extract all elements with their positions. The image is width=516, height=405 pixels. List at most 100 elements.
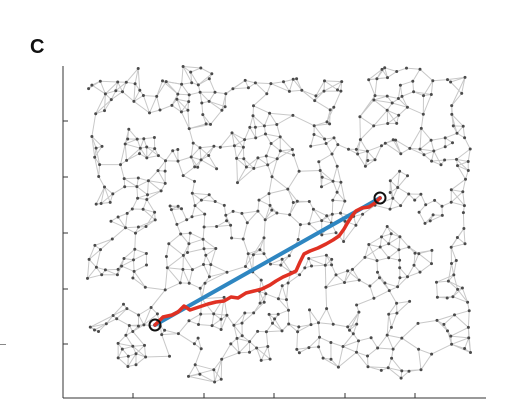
network-edge: [386, 110, 398, 124]
network-edge: [125, 226, 139, 229]
network-edge: [219, 132, 233, 148]
network-edge: [401, 96, 408, 108]
network-node: [335, 190, 339, 194]
network-edge: [138, 219, 156, 228]
network-node: [395, 70, 399, 73]
network-edge: [143, 324, 161, 327]
network-edge: [373, 95, 388, 101]
network-node: [245, 221, 249, 225]
network-edge: [451, 114, 458, 134]
network-edge: [144, 345, 147, 358]
network-node: [332, 105, 336, 109]
network-edge: [389, 180, 399, 188]
network-node: [153, 147, 157, 151]
network-edge: [183, 66, 201, 69]
network-node: [431, 213, 435, 217]
network-edge: [388, 290, 398, 304]
network-edge: [456, 159, 469, 171]
network-edge: [116, 265, 123, 276]
network-edge: [188, 282, 201, 289]
network-node: [258, 248, 262, 252]
network-node: [94, 146, 98, 150]
network-edge: [310, 143, 327, 147]
network-node: [406, 174, 409, 178]
network-edge: [202, 226, 205, 240]
network-node: [285, 298, 288, 302]
network-edge: [465, 170, 469, 180]
network-edge: [422, 94, 432, 115]
network-edge: [190, 143, 194, 158]
network-node: [463, 136, 467, 140]
network-edge: [271, 176, 289, 190]
network-edge: [264, 205, 271, 220]
network-node: [270, 175, 274, 179]
network-node: [231, 87, 235, 91]
network-edge: [318, 322, 334, 325]
network-node: [276, 297, 280, 301]
network-node: [126, 365, 130, 368]
network-node: [435, 280, 438, 284]
network-node: [450, 262, 453, 265]
network-edge: [409, 147, 425, 156]
network-edge: [187, 248, 205, 253]
network-edge: [256, 347, 262, 361]
network-edge: [126, 147, 141, 161]
network-node: [298, 273, 302, 277]
network-edge: [99, 81, 106, 95]
network-node: [187, 281, 191, 285]
network-edge: [269, 205, 278, 214]
network-node: [455, 131, 459, 135]
network-edge: [352, 257, 366, 270]
network-edge: [216, 224, 231, 227]
network-edge: [419, 68, 434, 82]
network-edge: [312, 208, 323, 221]
network-edge: [376, 77, 388, 80]
network-edge: [313, 125, 325, 140]
network-edge: [199, 373, 215, 383]
network-node: [268, 203, 272, 207]
network-node: [390, 101, 394, 105]
network-node: [398, 258, 402, 262]
network-edge: [454, 314, 469, 328]
network-edge: [369, 277, 380, 287]
network-node: [203, 281, 207, 285]
network-edge: [91, 136, 103, 147]
network-node: [407, 192, 411, 196]
network-node: [408, 146, 412, 150]
network-node: [212, 368, 216, 372]
network-node: [252, 311, 256, 315]
network-node: [280, 284, 284, 288]
network-edge: [117, 216, 126, 228]
network-node: [412, 90, 416, 94]
network-node: [400, 336, 404, 340]
network-node: [244, 265, 247, 268]
network-edge: [297, 324, 312, 333]
network-edge: [245, 253, 249, 267]
network-node: [455, 157, 458, 161]
network-node: [335, 164, 339, 168]
network-edge: [336, 166, 342, 183]
network-node: [193, 165, 197, 169]
network-edge: [412, 81, 415, 92]
network-edge: [199, 145, 214, 149]
network-edge: [308, 220, 322, 225]
network-edge: [241, 312, 246, 324]
network-edge: [166, 267, 181, 284]
network-edge: [457, 237, 466, 245]
network-edge: [176, 98, 189, 103]
network-edge: [321, 177, 323, 187]
network-edge: [425, 199, 435, 206]
network-edge: [230, 225, 233, 239]
network-edge: [287, 274, 300, 284]
network-edge: [309, 309, 319, 323]
network-edge: [165, 81, 179, 95]
network-node: [126, 137, 130, 141]
network-edge: [329, 109, 331, 124]
network-node: [443, 145, 447, 149]
network-node: [145, 145, 149, 149]
network-edge: [166, 255, 184, 269]
network-edge: [117, 348, 123, 359]
network-node: [307, 200, 311, 203]
network-edge: [451, 114, 464, 127]
network-node: [168, 204, 172, 208]
